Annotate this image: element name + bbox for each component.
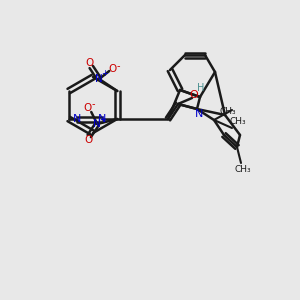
- Text: O: O: [85, 58, 93, 68]
- Text: +: +: [101, 70, 108, 79]
- Text: +: +: [99, 116, 106, 124]
- Text: -: -: [92, 99, 95, 109]
- Text: O: O: [84, 135, 92, 145]
- Text: H: H: [197, 83, 205, 93]
- Text: -: -: [116, 61, 120, 71]
- Text: O: O: [190, 90, 198, 100]
- Text: CH₃: CH₃: [230, 118, 247, 127]
- Text: N: N: [93, 119, 101, 129]
- Text: N: N: [95, 74, 103, 84]
- Text: N: N: [98, 114, 106, 124]
- Text: O: O: [108, 64, 116, 74]
- Text: CH₃: CH₃: [235, 166, 251, 175]
- Text: N: N: [195, 109, 203, 119]
- Text: O: O: [83, 103, 92, 113]
- Text: N: N: [73, 114, 81, 124]
- Text: CH₃: CH₃: [219, 107, 236, 116]
